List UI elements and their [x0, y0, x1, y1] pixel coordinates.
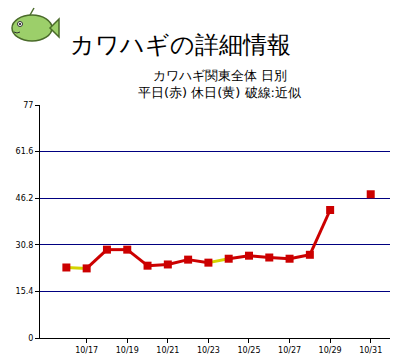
svg-text:15.4: 15.4 — [16, 287, 34, 296]
svg-text:平日(赤) 休日(黄) 破線:近似: 平日(赤) 休日(黄) 破線:近似 — [138, 85, 301, 100]
svg-text:10/29: 10/29 — [319, 346, 342, 355]
svg-text:10/19: 10/19 — [116, 346, 139, 355]
svg-text:10/21: 10/21 — [156, 346, 179, 355]
svg-text:30.8: 30.8 — [16, 241, 34, 250]
svg-text:カワハギの詳細情報: カワハギの詳細情報 — [70, 31, 291, 59]
svg-text:10/25: 10/25 — [237, 346, 260, 355]
svg-text:10/23: 10/23 — [197, 346, 220, 355]
svg-text:10/31: 10/31 — [359, 346, 382, 355]
svg-text:46.2: 46.2 — [16, 194, 34, 203]
svg-text:カワハギ関東全体 日別: カワハギ関東全体 日別 — [153, 68, 287, 83]
svg-text:61.6: 61.6 — [16, 147, 34, 156]
svg-text:10/17: 10/17 — [75, 346, 98, 355]
svg-text:77: 77 — [23, 101, 33, 110]
svg-text:10/27: 10/27 — [278, 346, 301, 355]
svg-text:0: 0 — [28, 334, 33, 343]
